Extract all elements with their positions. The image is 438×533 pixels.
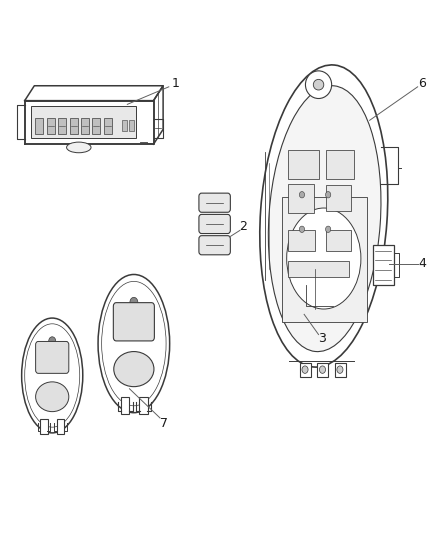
FancyBboxPatch shape — [199, 193, 230, 212]
Bar — [92, 118, 100, 134]
Ellipse shape — [337, 366, 343, 373]
Bar — [47, 118, 55, 134]
FancyBboxPatch shape — [113, 303, 154, 341]
Ellipse shape — [130, 297, 138, 307]
Text: 7: 7 — [160, 417, 169, 430]
Bar — [326, 185, 351, 211]
Ellipse shape — [260, 65, 388, 367]
Ellipse shape — [302, 366, 308, 373]
Ellipse shape — [25, 324, 80, 427]
Bar — [288, 150, 319, 179]
Bar — [335, 364, 346, 376]
Ellipse shape — [268, 86, 381, 352]
Text: 4: 4 — [418, 257, 426, 270]
Bar — [300, 364, 311, 376]
Bar — [326, 150, 354, 179]
Ellipse shape — [21, 318, 83, 433]
Text: 6: 6 — [418, 77, 426, 90]
Ellipse shape — [299, 226, 304, 232]
FancyBboxPatch shape — [199, 236, 230, 255]
Bar — [129, 120, 134, 132]
Bar — [283, 197, 367, 322]
Ellipse shape — [299, 191, 304, 198]
Ellipse shape — [49, 337, 56, 345]
Ellipse shape — [114, 352, 154, 386]
Bar — [288, 261, 349, 277]
Bar — [35, 118, 42, 134]
Bar — [122, 120, 127, 132]
Ellipse shape — [287, 208, 361, 309]
Text: 3: 3 — [318, 332, 325, 345]
Ellipse shape — [305, 71, 332, 99]
Text: 2: 2 — [239, 220, 247, 233]
Bar — [317, 364, 328, 376]
Ellipse shape — [98, 274, 170, 413]
Bar — [288, 184, 314, 213]
Ellipse shape — [313, 79, 324, 90]
Ellipse shape — [319, 366, 325, 373]
Text: 1: 1 — [171, 77, 179, 90]
Bar — [31, 106, 136, 138]
Bar — [104, 118, 112, 134]
Ellipse shape — [102, 281, 166, 406]
Bar — [81, 118, 89, 134]
Bar — [121, 397, 130, 414]
Bar — [139, 397, 148, 414]
Ellipse shape — [67, 142, 91, 153]
Bar — [373, 245, 394, 285]
Bar — [58, 118, 66, 134]
Ellipse shape — [35, 382, 69, 411]
Bar — [70, 118, 78, 134]
Bar — [57, 419, 64, 434]
Ellipse shape — [325, 226, 331, 232]
FancyBboxPatch shape — [35, 342, 69, 373]
Bar — [288, 230, 315, 251]
Bar — [326, 230, 351, 251]
FancyBboxPatch shape — [199, 214, 230, 233]
Ellipse shape — [325, 191, 331, 198]
Bar — [25, 101, 153, 144]
Bar — [40, 419, 48, 434]
